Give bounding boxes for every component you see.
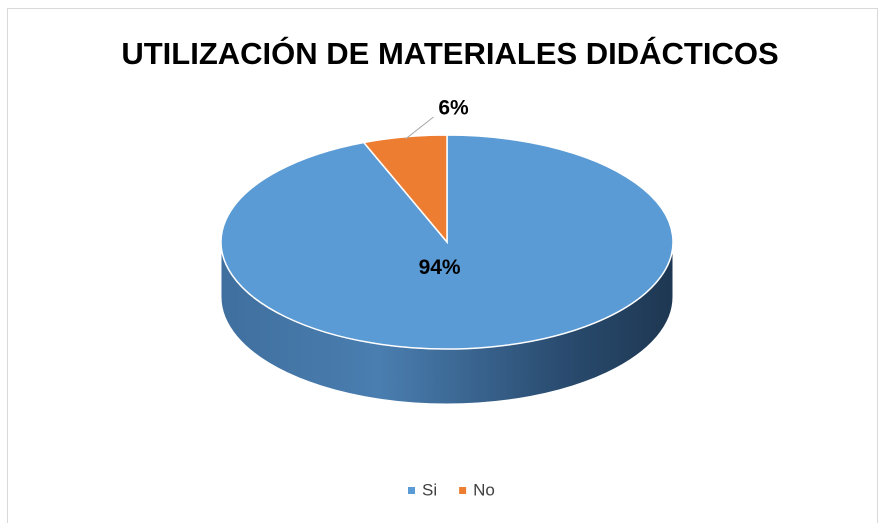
leader-line bbox=[405, 116, 434, 140]
data-label: 6% bbox=[438, 97, 469, 120]
legend-label: Si bbox=[422, 480, 437, 499]
pie-slice bbox=[362, 134, 448, 245]
legend-marker bbox=[459, 487, 467, 494]
legend-marker bbox=[408, 487, 415, 494]
legend-label: No bbox=[473, 480, 495, 499]
data-label: 94% bbox=[419, 256, 461, 279]
chart-title: UTILIZACIÓN DE MATERIALES DIDÁCTICOS bbox=[121, 35, 778, 71]
